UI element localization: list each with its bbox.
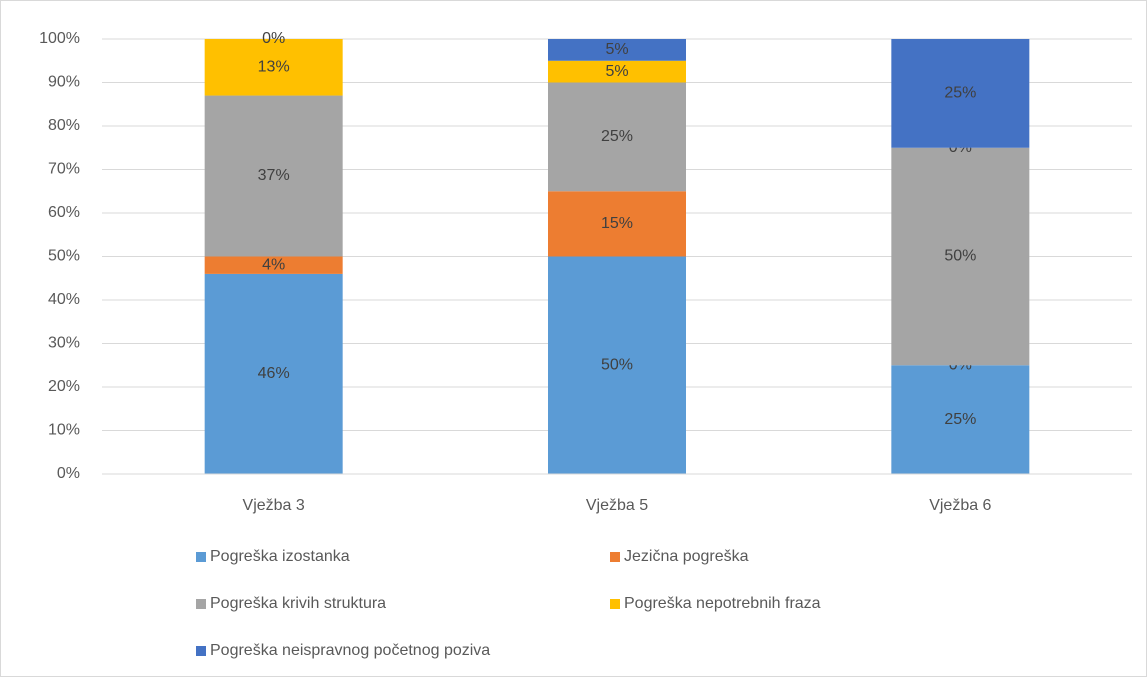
data-label: 25%: [944, 85, 976, 102]
data-label: 15%: [601, 215, 633, 232]
bar-segment: [548, 60, 686, 83]
legend-label: Pogreška nepotrebnih fraza: [624, 595, 821, 612]
legend-label: Pogreška neispravnog početnog poziva: [210, 642, 490, 659]
y-tick-label: 10%: [48, 422, 80, 439]
data-label: 5%: [605, 41, 628, 58]
bar-segment: [548, 256, 686, 474]
data-label: 0%: [262, 30, 285, 47]
y-tick-label: 90%: [48, 74, 80, 91]
bar-segment: [891, 147, 1030, 366]
y-tick-label: 100%: [39, 30, 80, 47]
bar-segment: [204, 273, 343, 474]
data-label: 46%: [258, 365, 290, 382]
legend-swatch: [610, 552, 620, 562]
y-tick-label: 40%: [48, 291, 80, 308]
data-label: 50%: [944, 248, 976, 265]
bar-segment: [891, 39, 1030, 148]
bar-segment: [204, 39, 343, 96]
y-tick-label: 0%: [57, 465, 80, 482]
legend-swatch: [610, 599, 620, 609]
bar-segment: [204, 256, 343, 274]
data-label: 37%: [258, 167, 290, 184]
legend-label: Pogreška izostanka: [210, 548, 350, 565]
y-tick-label: 20%: [48, 378, 80, 395]
bar-segment: [548, 39, 686, 61]
data-label: 4%: [262, 256, 285, 273]
data-label: 25%: [601, 128, 633, 145]
legend-swatch: [196, 599, 206, 609]
data-label: 50%: [601, 356, 633, 373]
bar-segment: [548, 191, 686, 257]
x-tick-label: Vježba 3: [243, 497, 305, 514]
legend-swatch: [196, 646, 206, 656]
data-label: 13%: [258, 58, 290, 75]
y-tick-label: 80%: [48, 117, 80, 134]
y-tick-label: 70%: [48, 161, 80, 178]
bar-segment: [548, 82, 686, 192]
bar-segment: [891, 365, 1030, 474]
data-label: 5%: [605, 63, 628, 80]
y-tick-label: 50%: [48, 248, 80, 265]
bar-segment: [204, 95, 343, 257]
data-label: 25%: [944, 411, 976, 428]
x-tick-label: Vježba 5: [586, 497, 648, 514]
legend-label: Jezična pogreška: [624, 548, 749, 565]
x-tick-label: Vježba 6: [929, 497, 991, 514]
y-tick-label: 30%: [48, 335, 80, 352]
y-tick-label: 60%: [48, 204, 80, 221]
legend-label: Pogreška krivih struktura: [210, 595, 386, 612]
legend-swatch: [196, 552, 206, 562]
